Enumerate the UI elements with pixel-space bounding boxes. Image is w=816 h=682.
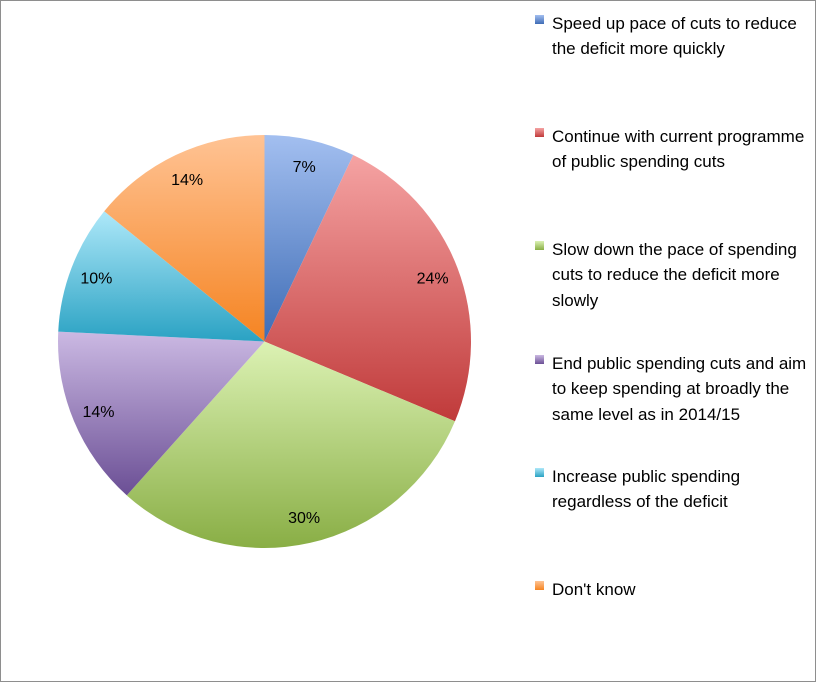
legend-marker — [535, 128, 544, 137]
legend-label: Continue with current programme of publi… — [552, 127, 805, 172]
pie-slice-end-cuts — [57, 331, 265, 496]
legend-label: End public spending cuts and aim to keep… — [552, 354, 807, 424]
pie-slice-continue — [264, 155, 472, 422]
legend-item-slow-down: Slow down the pace of spending cuts to r… — [535, 237, 810, 313]
legend-label: Don't know — [552, 580, 636, 599]
data-label-increase: 10% — [80, 270, 112, 287]
pie-slice-increase — [58, 211, 265, 342]
legend-marker — [535, 581, 544, 590]
pie-slice-speed-up — [264, 135, 354, 342]
legend-label: Increase public spending regardless of t… — [552, 467, 741, 512]
legend-item-speed-up: Speed up pace of cuts to reduce the defi… — [535, 11, 810, 62]
data-label-speed-up: 7% — [293, 159, 316, 176]
legend-label: Slow down the pace of spending cuts to r… — [552, 240, 797, 310]
data-label-dont-know: 14% — [171, 172, 203, 189]
legend-item-dont-know: Don't know — [535, 577, 810, 602]
data-label-continue: 24% — [417, 270, 449, 287]
legend-item-increase: Increase public spending regardless of t… — [535, 464, 810, 515]
pie-slice-slow-down — [126, 341, 455, 548]
legend-marker — [535, 15, 544, 24]
data-label-end-cuts: 14% — [82, 404, 114, 421]
legend-label: Speed up pace of cuts to reduce the defi… — [552, 14, 797, 59]
legend-marker — [535, 241, 544, 250]
legend-item-end-cuts: End public spending cuts and aim to keep… — [535, 351, 810, 427]
legend-marker — [535, 355, 544, 364]
legend-marker — [535, 468, 544, 477]
pie-slice-dont-know — [104, 135, 265, 342]
data-label-slow-down: 30% — [288, 510, 320, 527]
legend-item-continue: Continue with current programme of publi… — [535, 124, 810, 175]
